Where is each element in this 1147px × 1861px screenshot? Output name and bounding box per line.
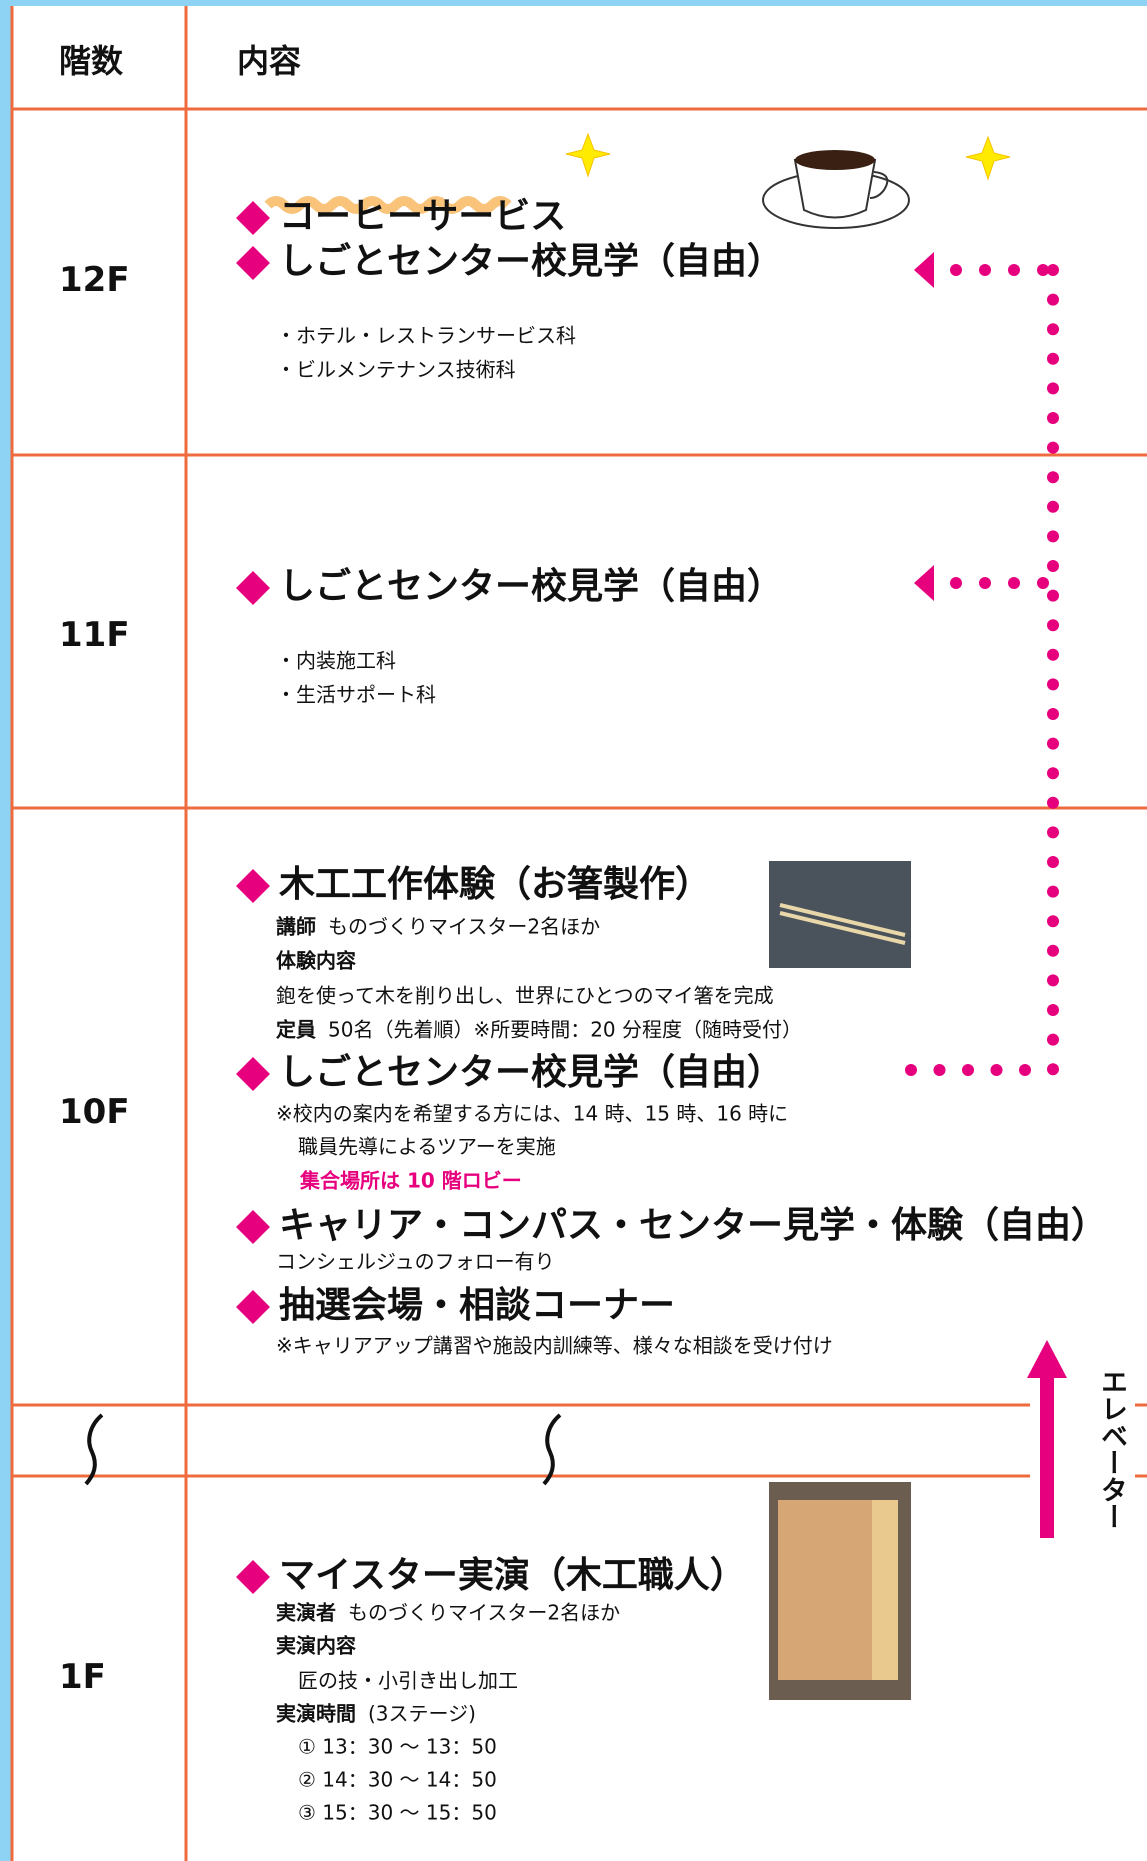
item-line: ※キャリアアップ講習や施設内訓練等、様々な相談を受け付け [276, 1333, 833, 1358]
dot [1047, 826, 1059, 839]
item-title: 木工工作体験（お箸製作） [236, 855, 711, 907]
dot [1047, 796, 1059, 809]
dot [1047, 974, 1059, 987]
floor-label: 12F [59, 260, 130, 300]
floor-label: 11F [59, 615, 130, 655]
floor-header: 階数 [59, 42, 124, 80]
dot [979, 264, 991, 276]
dot [1047, 293, 1059, 306]
dot [1008, 264, 1020, 276]
dot [1047, 767, 1059, 780]
item-title: コーヒーサービス [236, 187, 566, 239]
item-title: 抽選会場・相談コーナー [236, 1276, 675, 1328]
item-title: しごとセンター校見学（自由） [236, 557, 783, 609]
highlight: 集合場所は 10 階ロビー [300, 1168, 522, 1193]
dot [1047, 885, 1059, 898]
dot [933, 1064, 946, 1076]
item-line: ① 13：30 〜 13：50 [298, 1734, 497, 1759]
item-line: ・生活サポート科 [276, 682, 436, 707]
dot [905, 1064, 917, 1076]
floor-label: 10F [59, 1092, 130, 1132]
dot [1047, 412, 1059, 424]
dot [1047, 856, 1059, 868]
item-line: コンシェルジュのフォロー有り [276, 1249, 555, 1274]
content-header: 内容 [237, 42, 302, 80]
dot [1047, 915, 1059, 928]
item-row: 鉋を使って木を削り出し、世界にひとつのマイ箸を完成 [276, 983, 774, 1008]
dot [1047, 648, 1059, 661]
dot [962, 1064, 974, 1076]
item-line: 職員先導によるツアーを実施 [298, 1134, 556, 1159]
item-line: ・内装施工科 [276, 648, 396, 673]
floor-label: 1F [59, 1657, 106, 1697]
item-title: しごとセンター校見学（自由） [236, 232, 783, 284]
dot [1037, 577, 1049, 589]
dot [1047, 530, 1059, 543]
dot [1047, 441, 1059, 454]
item-row: 体験内容 [276, 948, 356, 973]
item-title: キャリア・コンパス・センター見学・体験（自由） [236, 1196, 1107, 1248]
dot [1047, 1063, 1059, 1076]
item-line: ※校内の案内を希望する方には、14 時、15 時、16 時に [276, 1101, 789, 1126]
item-line: ・ホテル・レストランサービス科 [276, 323, 576, 348]
item-row: 実演者 ものづくりマイスター2名ほか [276, 1600, 621, 1625]
dot [1019, 1064, 1031, 1076]
item-line: ・ビルメンテナンス技術科 [276, 357, 516, 382]
item-row: 実演内容 [276, 1633, 356, 1658]
dot [950, 264, 962, 276]
dot [1047, 1033, 1059, 1046]
dot [1008, 577, 1020, 589]
dot [1047, 352, 1059, 365]
dot [950, 577, 962, 589]
dot [1047, 471, 1059, 484]
dot [1047, 560, 1059, 572]
dot [1047, 737, 1059, 750]
item-row: 匠の技・小引き出し加工 [298, 1668, 518, 1693]
dot [1047, 500, 1059, 513]
dot [1037, 264, 1049, 276]
dot [1047, 323, 1059, 336]
dot [1047, 708, 1059, 720]
dot [1047, 589, 1059, 602]
dot [1047, 678, 1059, 691]
item-row: 講師 ものづくりマイスター2名ほか [276, 914, 601, 939]
dot [1047, 382, 1059, 395]
dot [1047, 619, 1059, 632]
dot [1047, 944, 1059, 957]
dot [1047, 264, 1059, 276]
item-row: 実演時間 (3ステージ) [276, 1701, 476, 1726]
item-line: ② 14：30 〜 14：50 [298, 1767, 497, 1792]
item-line: ③ 15：30 〜 15：50 [298, 1800, 497, 1825]
item-title: しごとセンター校見学（自由） [236, 1043, 783, 1095]
item-row: 定員 50名（先着順）※所要時間：20 分程度（随時受付） [276, 1017, 803, 1042]
elevator-label: エレベーター [1096, 1368, 1127, 1530]
dot [990, 1064, 1003, 1076]
item-title: マイスター実演（木工職人） [236, 1546, 746, 1598]
dot [979, 577, 991, 589]
dot [1047, 1004, 1059, 1016]
